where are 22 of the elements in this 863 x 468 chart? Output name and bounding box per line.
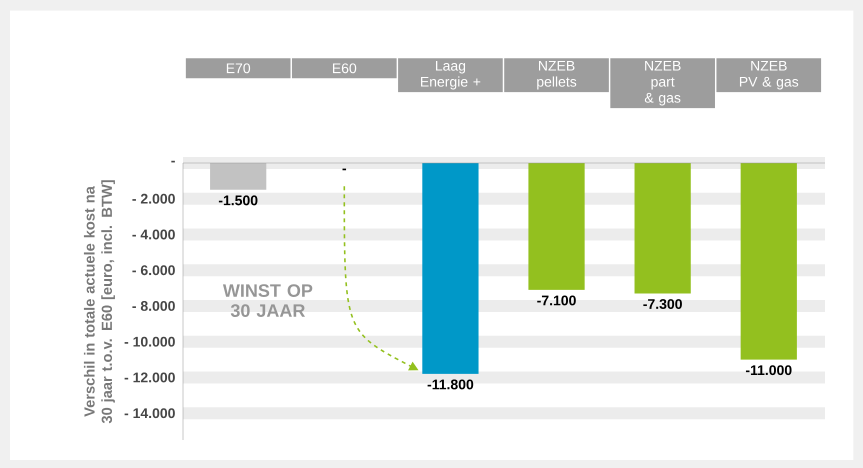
data-label: -7.100 bbox=[537, 295, 576, 306]
x-tick-label: Laag Energie + bbox=[421, 60, 480, 90]
y-tick-label: - 14.000 bbox=[124, 408, 175, 418]
y-tick-label: - 12.000 bbox=[124, 372, 175, 382]
x-tick-label: NZEB PV & gas bbox=[740, 60, 798, 90]
y-tick-label: - 4.000 bbox=[132, 230, 175, 240]
y-tick-label: - 2.000 bbox=[132, 194, 175, 204]
data-label: - bbox=[342, 168, 346, 170]
y-tick-label: - 8.000 bbox=[132, 301, 175, 311]
x-tick-label: E70 bbox=[226, 63, 250, 74]
annotation: WINST OP 30 JAAR bbox=[222, 284, 312, 317]
y-tick-label: - 6.000 bbox=[132, 265, 175, 276]
data-label: -1.500 bbox=[218, 195, 258, 206]
y-tick-label: - bbox=[171, 160, 175, 162]
data-label: -11.800 bbox=[428, 379, 474, 390]
data-label: -7.300 bbox=[643, 299, 682, 309]
x-tick-label: NZEB pellets bbox=[537, 60, 576, 90]
x-tick-label: E60 bbox=[332, 63, 356, 74]
x-tick-label: NZEB part & gas bbox=[644, 60, 681, 106]
data-label: -11.000 bbox=[746, 365, 792, 376]
y-axis-title: Verschil in totale actuele kost na 30 jaar t.o.v. E60 [euro, incl. BTW] bbox=[84, 180, 115, 424]
y-tick-label: - 10.000 bbox=[124, 336, 175, 347]
